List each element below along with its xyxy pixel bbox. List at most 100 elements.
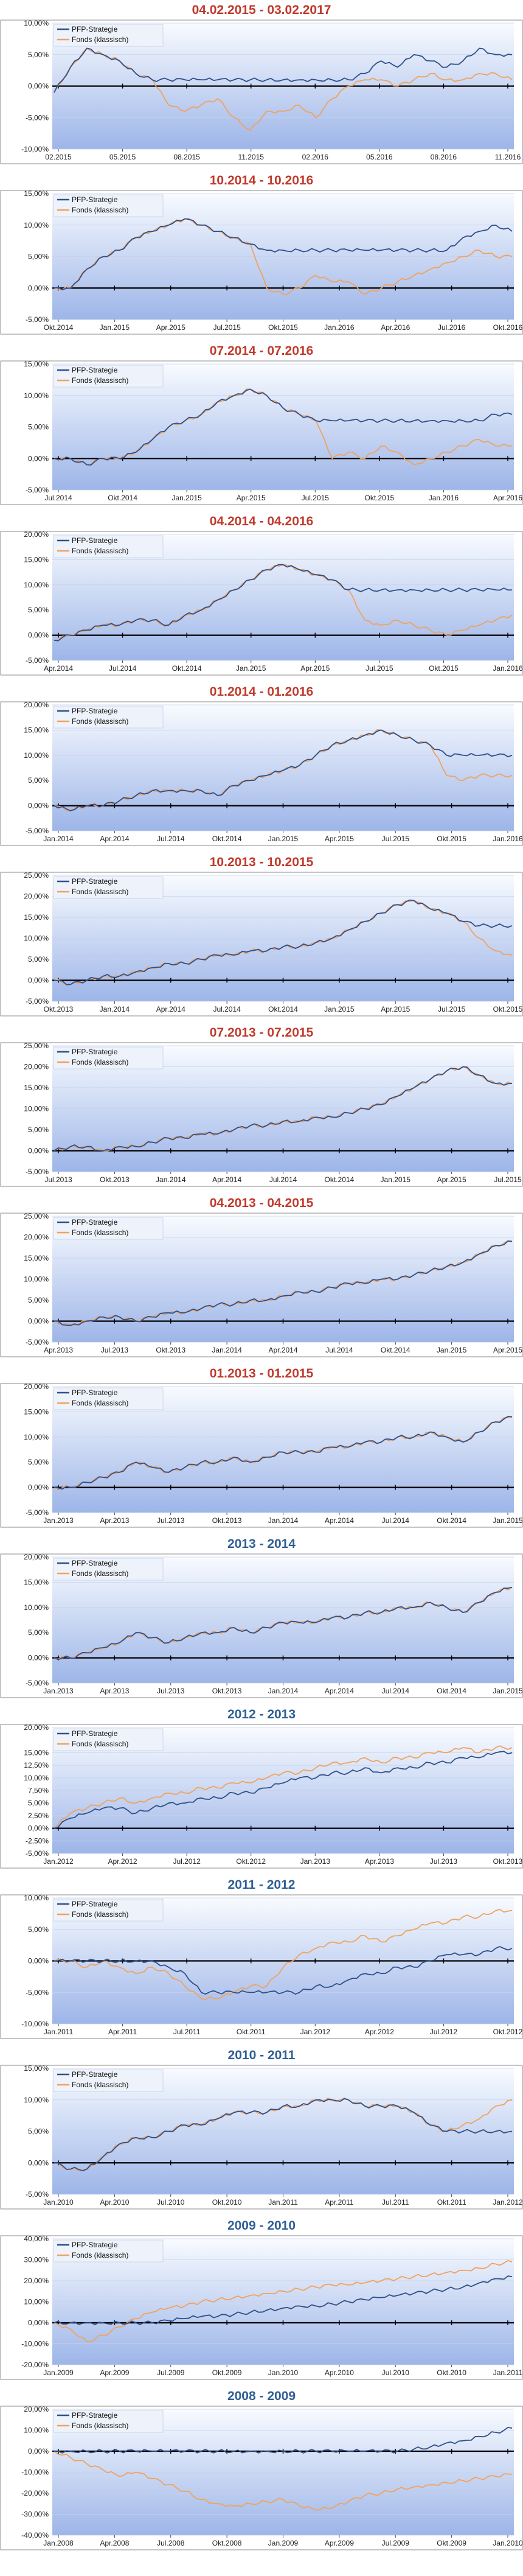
y-tick-label: -10,00%	[21, 2340, 49, 2348]
y-tick-label: 10,00%	[24, 581, 49, 589]
y-tick-label: 5,00%	[28, 1925, 49, 1934]
legend-label-strategy: PFP-Strategie	[72, 2070, 118, 2079]
legend-box	[53, 24, 164, 47]
legend-box	[53, 2069, 164, 2092]
y-tick-label: -5,00%	[26, 315, 49, 324]
x-tick-label: Okt.2015	[437, 835, 466, 843]
x-tick-label: Okt.2015	[365, 494, 395, 502]
y-tick-label: 0,00%	[28, 2447, 49, 2455]
series-line-strategy	[54, 2275, 513, 2325]
series-line-strategy	[54, 1416, 513, 1490]
x-tick-label: 02.2015	[45, 153, 72, 161]
legend-box	[53, 1046, 164, 1069]
legend-label-strategy: PFP-Strategie	[72, 536, 118, 545]
y-tick-label: 5,00%	[28, 776, 49, 785]
x-tick-label: Jul.2014	[213, 1005, 241, 1013]
x-tick-label: Jan.2011	[268, 2198, 298, 2207]
x-tick-label: Jul.2015	[382, 835, 410, 843]
x-tick-label: Jul.2015	[438, 1005, 466, 1013]
y-tick-label: 15,00%	[24, 1407, 49, 1416]
x-tick-label: Okt.2014	[212, 835, 242, 843]
x-tick-label: Okt.2013	[493, 1857, 523, 1866]
legend-box	[53, 1728, 164, 1751]
x-tick-label: Jan.2015	[437, 1346, 467, 1354]
x-tick-label: Okt.2012	[236, 1857, 266, 1866]
x-tick-label: Jul.2010	[157, 2198, 185, 2207]
legend-label-strategy: PFP-Strategie	[72, 1559, 118, 1567]
legend-box	[53, 535, 164, 558]
chart-title: 04.02.2015 - 03.02.2017	[192, 3, 331, 17]
x-tick-label: Okt.2015	[429, 664, 459, 673]
x-tick-label: Apr.2013	[44, 1346, 73, 1354]
series-line-fund	[54, 1745, 513, 1829]
x-tick-label: Jul.2009	[382, 2539, 410, 2547]
y-tick-label: 5,00%	[28, 955, 49, 964]
x-tick-label: Okt.2014	[268, 1005, 298, 1013]
x-tick-label: Okt.2013	[44, 1005, 74, 1013]
series-line-strategy	[54, 899, 513, 985]
legend-box	[53, 705, 164, 729]
x-tick-label: Apr.2015	[437, 1175, 466, 1184]
x-tick-label: Apr.2015	[237, 494, 266, 502]
series-line-strategy	[54, 1066, 513, 1152]
legend-label-strategy: PFP-Strategie	[72, 25, 118, 33]
x-tick-label: Jul.2014	[109, 664, 137, 673]
y-tick-label: 10,00%	[24, 1603, 49, 1612]
legend-label-strategy: PFP-Strategie	[72, 707, 118, 715]
legend-box	[53, 1387, 164, 1410]
y-tick-label: -5,00%	[26, 1338, 49, 1346]
series-line-strategy	[54, 564, 513, 642]
x-tick-label: Jan.2015	[493, 1687, 523, 1695]
x-tick-label: Jan.2014	[212, 1346, 242, 1354]
y-tick-label: -5,00%	[26, 1988, 49, 1997]
x-tick-label: Okt.2010	[437, 2368, 466, 2377]
y-tick-label: 5,00%	[28, 1458, 49, 1466]
x-tick-label: Okt.2014	[172, 664, 202, 673]
y-tick-label: -5,00%	[26, 486, 49, 494]
y-tick-label: 10,00%	[24, 1105, 49, 1113]
x-tick-label: Jan.2015	[381, 1175, 411, 1184]
chart-svg: 15,00% 10,00% 5,00% 0,00% -5,00%Okt.2014 Jan.…	[0, 190, 523, 335]
y-tick-label: -30,00%	[21, 2510, 49, 2519]
y-tick-label: 20,00%	[24, 1383, 49, 1391]
x-tick-label: 05.2016	[366, 153, 393, 161]
y-tick-label: 30,00%	[24, 2256, 49, 2264]
y-tick-label: 5,00%	[28, 1296, 49, 1304]
chart-title: 04.2013 - 04.2015	[209, 1196, 314, 1210]
x-tick-label: Jan.2010	[43, 2198, 74, 2207]
y-tick-label: 0,00%	[28, 1147, 49, 1155]
x-tick-label: Apr.2011	[325, 2198, 353, 2207]
x-tick-label: Apr.2013	[100, 1687, 129, 1695]
x-tick-label: Jul.2008	[157, 2539, 185, 2547]
x-tick-label: Okt.2015	[493, 1005, 523, 1013]
x-tick-label: Jul.2014	[44, 494, 72, 502]
legend-label-strategy: PFP-Strategie	[72, 1388, 118, 1397]
y-tick-label: -5,00%	[26, 1849, 49, 1858]
y-tick-label: 0,00%	[28, 1957, 49, 1965]
chart-svg: 20,00% 15,00% 12,50% 10,00% 7,50% 5,00% 2,50% 0…	[0, 1724, 523, 1869]
chart-title: 04.2014 - 04.2016	[209, 514, 314, 528]
chart-title: 07.2014 - 07.2016	[209, 344, 314, 358]
y-tick-label: -20,00%	[21, 2361, 49, 2369]
legend: PFP-Strategie Fonds (klassisch)	[53, 535, 164, 558]
y-tick-label: -5,00%	[26, 656, 49, 665]
legend-label-fund: Fonds (klassisch)	[72, 547, 128, 555]
y-tick-label: -5,00%	[26, 997, 49, 1006]
y-tick-label: 15,00%	[24, 1254, 49, 1262]
y-tick-label: 0,00%	[28, 2158, 49, 2167]
x-tick-label: Jul.2013	[157, 1516, 185, 1525]
series-line-strategy	[54, 2427, 513, 2454]
legend-label-fund: Fonds (klassisch)	[72, 206, 128, 214]
y-tick-label: 0,00%	[28, 1824, 49, 1833]
legend-label-fund: Fonds (klassisch)	[72, 887, 128, 896]
x-tick-label: Jul.2012	[173, 1857, 201, 1866]
x-tick-label: Jan.2009	[268, 2539, 299, 2547]
x-tick-label: 11.2016	[495, 153, 521, 161]
x-tick-label: Jan.2016	[493, 664, 523, 673]
series-line-strategy	[54, 729, 513, 811]
